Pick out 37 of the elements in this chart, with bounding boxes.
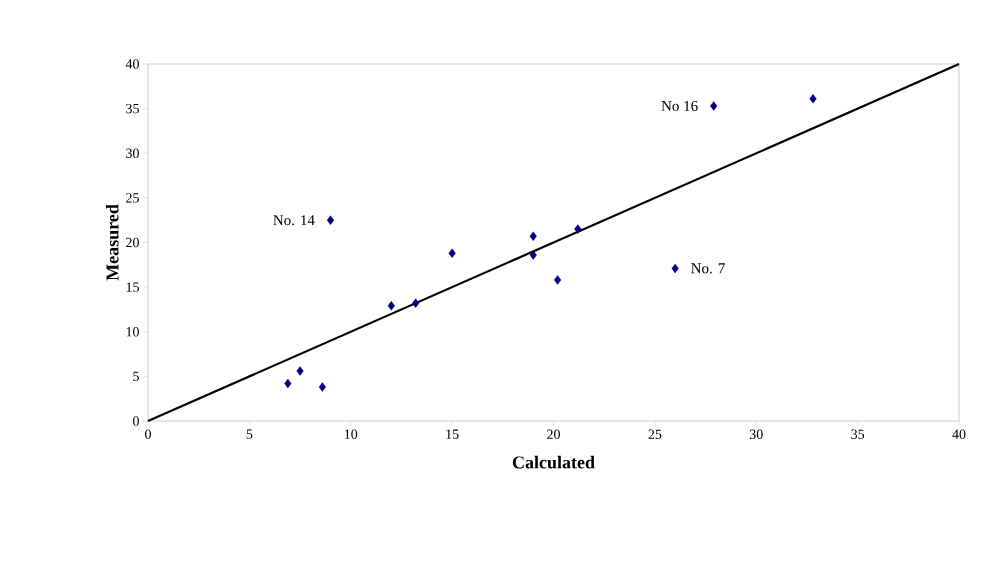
y-tick-label: 40 — [125, 59, 139, 69]
point — [809, 94, 817, 104]
x-tick-label: 40 — [952, 429, 966, 439]
point — [553, 275, 562, 285]
point — [318, 382, 326, 392]
point — [529, 231, 537, 241]
point — [710, 101, 718, 111]
x-tick-label: 30 — [749, 429, 763, 439]
point — [326, 215, 335, 225]
point — [284, 378, 292, 389]
y-tick-label: 0 — [133, 416, 139, 426]
y-axis-title: Measured — [105, 204, 119, 281]
annotation: No. 7 — [691, 263, 725, 274]
annotation: No. 14 — [273, 215, 315, 226]
x-tick-label: 0 — [145, 429, 151, 439]
point — [529, 250, 537, 260]
x-tick-label: 35 — [851, 429, 865, 439]
point — [448, 248, 456, 258]
y-tick-label: 30 — [126, 148, 139, 158]
x-tick-label: 5 — [246, 429, 253, 439]
y-tick-label: 10 — [126, 327, 139, 337]
x-tick-label: 25 — [648, 429, 662, 439]
x-tick-label: 15 — [446, 429, 459, 439]
y-tick-label: 5 — [133, 371, 139, 382]
point — [412, 298, 420, 308]
x-axis-title: Calculated — [512, 455, 595, 469]
y-tick-label: 20 — [126, 237, 139, 248]
y-tick-label: 35 — [126, 103, 139, 114]
y-tick-label: 15 — [126, 282, 139, 292]
point — [387, 301, 395, 311]
point — [574, 224, 582, 234]
y-tick-label: 25 — [126, 193, 139, 203]
annotation: No 16 — [661, 100, 698, 111]
x-tick-label: 20 — [547, 429, 560, 439]
point — [296, 366, 304, 376]
x-tick-label: 10 — [344, 429, 358, 439]
point — [671, 263, 679, 274]
